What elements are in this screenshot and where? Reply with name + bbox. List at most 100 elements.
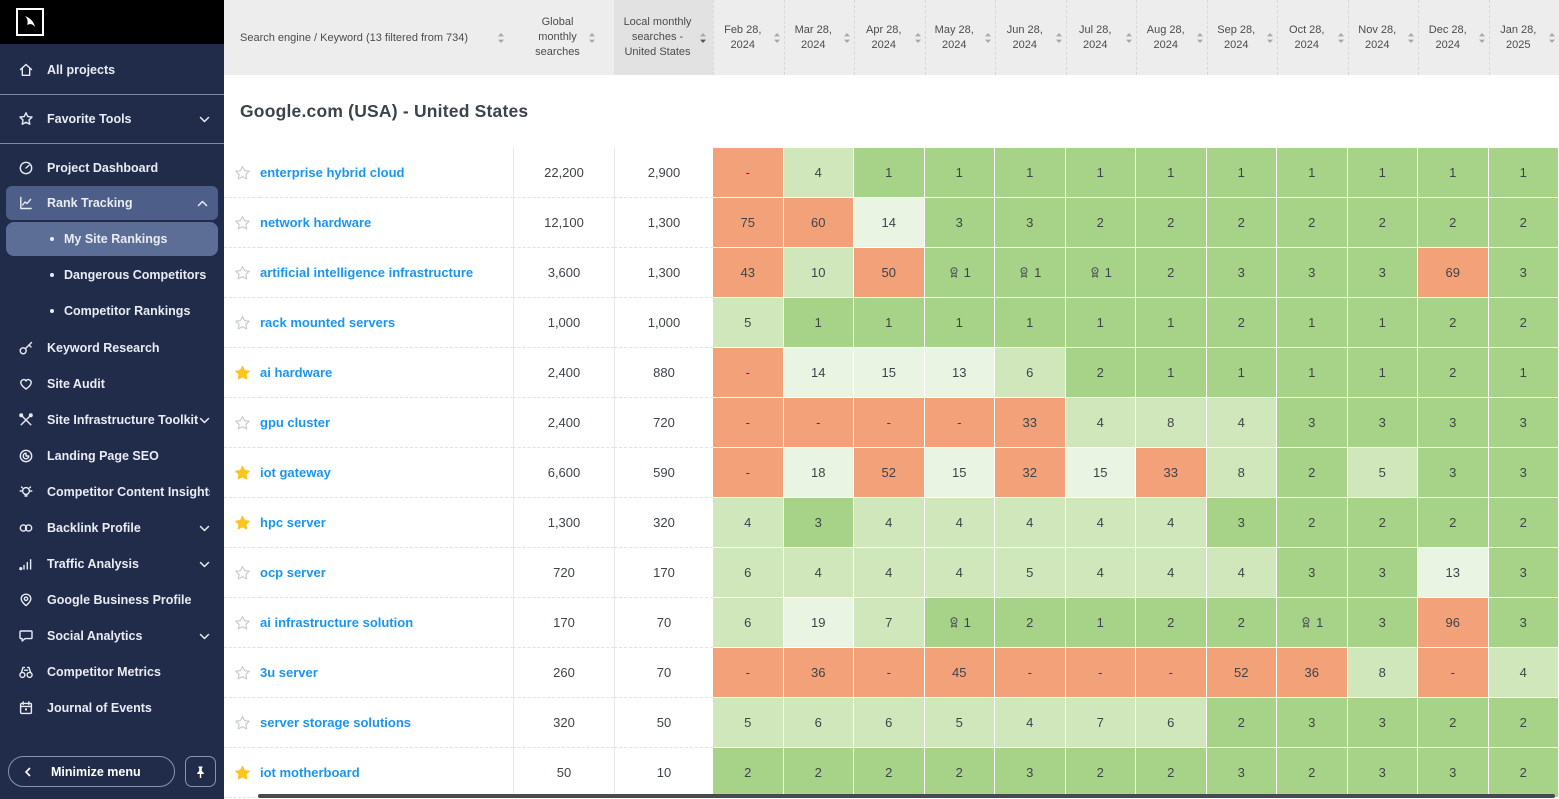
rank-cell[interactable]: 15 — [924, 448, 995, 498]
keyword-link[interactable]: ai hardware — [260, 348, 513, 398]
keyword-link[interactable]: rack mounted servers — [260, 298, 513, 348]
rank-cell[interactable]: 1 — [783, 298, 854, 348]
rank-cell[interactable]: 7 — [1065, 698, 1136, 748]
column-header-date-may-28-2024[interactable]: May 28, 2024 — [924, 0, 996, 75]
rank-cell[interactable]: 13 — [1418, 548, 1489, 598]
keyword-link[interactable]: enterprise hybrid cloud — [260, 148, 513, 198]
rank-cell[interactable]: 3 — [1347, 698, 1418, 748]
rank-cell[interactable]: 3 — [1418, 398, 1489, 448]
rank-cell[interactable]: 2 — [1136, 748, 1207, 798]
rank-cell[interactable]: 2 — [1206, 298, 1277, 348]
rank-cell[interactable]: 2 — [1347, 198, 1418, 248]
keyword-link[interactable]: 3u server — [260, 648, 513, 698]
sidebar-item-site-audit[interactable]: Site Audit — [0, 366, 224, 402]
column-header-local-searches[interactable]: Local monthly searches - United States — [614, 0, 713, 75]
rank-cell[interactable]: - — [713, 148, 784, 198]
rank-cell[interactable]: 8 — [1206, 448, 1277, 498]
rank-cell[interactable]: 2 — [1488, 298, 1559, 348]
rank-cell[interactable]: 2 — [1277, 748, 1348, 798]
rank-cell[interactable]: 4 — [924, 498, 995, 548]
rank-cell[interactable]: 2 — [1206, 198, 1277, 248]
rank-cell[interactable]: 33 — [1136, 448, 1207, 498]
rank-cell[interactable]: 3 — [1488, 448, 1559, 498]
rank-cell[interactable]: 2 — [1488, 198, 1559, 248]
keyword-link[interactable]: network hardware — [260, 198, 513, 248]
rank-cell[interactable]: 3 — [1488, 598, 1559, 648]
column-header-date-feb-28-2024[interactable]: Feb 28, 2024 — [713, 0, 784, 75]
rank-cell[interactable]: 8 — [1347, 648, 1418, 698]
favorite-star-icon[interactable] — [224, 548, 260, 598]
rank-cell[interactable]: 4 — [783, 548, 854, 598]
rank-cell[interactable]: 6 — [713, 548, 784, 598]
rank-cell[interactable]: - — [713, 448, 784, 498]
rank-cell[interactable]: 1 — [924, 598, 995, 648]
rank-cell[interactable]: 4 — [1065, 498, 1136, 548]
rank-cell[interactable]: 5 — [713, 298, 784, 348]
sidebar-item-competitor-metrics[interactable]: Competitor Metrics — [0, 654, 224, 690]
rank-cell[interactable]: 33 — [995, 398, 1066, 448]
rank-cell[interactable]: 4 — [854, 548, 925, 598]
rank-cell[interactable]: 1 — [1136, 148, 1207, 198]
rank-cell[interactable]: 1 — [854, 298, 925, 348]
favorite-star-icon[interactable] — [224, 748, 260, 798]
sidebar-item-traffic-analysis[interactable]: Traffic Analysis — [0, 546, 224, 582]
rank-cell[interactable]: - — [1136, 648, 1207, 698]
rank-cell[interactable]: 4 — [1065, 398, 1136, 448]
rank-cell[interactable]: 3 — [1418, 448, 1489, 498]
rank-cell[interactable]: 2 — [1206, 698, 1277, 748]
sidebar-item-rank-tracking[interactable]: Rank Tracking — [6, 186, 218, 220]
sidebar-item-journal-of-events[interactable]: Journal of Events — [0, 690, 224, 726]
rank-cell[interactable]: 3 — [1347, 248, 1418, 298]
rank-cell[interactable]: 4 — [1488, 648, 1559, 698]
keyword-link[interactable]: server storage solutions — [260, 698, 513, 748]
rank-cell[interactable]: - — [783, 398, 854, 448]
rank-cell[interactable]: 3 — [1277, 548, 1348, 598]
rank-cell[interactable]: 1 — [924, 148, 995, 198]
rank-cell[interactable]: 3 — [995, 198, 1066, 248]
rank-cell[interactable]: 4 — [1206, 398, 1277, 448]
rank-cell[interactable]: 3 — [1206, 498, 1277, 548]
rank-cell[interactable]: 13 — [924, 348, 995, 398]
keyword-link[interactable]: ai infrastructure solution — [260, 598, 513, 648]
rank-cell[interactable]: 2 — [783, 748, 854, 798]
favorite-star-icon[interactable] — [224, 448, 260, 498]
favorite-star-icon[interactable] — [224, 398, 260, 448]
rank-cell[interactable]: 15 — [854, 348, 925, 398]
column-header-date-dec-28-2024[interactable]: Dec 28, 2024 — [1418, 0, 1489, 75]
rank-cell[interactable]: 10 — [783, 248, 854, 298]
rank-cell[interactable]: 1 — [1206, 148, 1277, 198]
sidebar-item-social-analytics[interactable]: Social Analytics — [0, 618, 224, 654]
rank-cell[interactable]: 2 — [1136, 198, 1207, 248]
column-header-date-jul-28-2024[interactable]: Jul 28, 2024 — [1065, 0, 1137, 75]
column-header-date-sep-28-2024[interactable]: Sep 28, 2024 — [1206, 0, 1278, 75]
rank-cell[interactable]: 2 — [1065, 748, 1136, 798]
rank-cell[interactable]: 4 — [854, 498, 925, 548]
rank-cell[interactable]: 4 — [924, 548, 995, 598]
keyword-link[interactable]: hpc server — [260, 498, 513, 548]
rank-cell[interactable]: 1 — [1136, 348, 1207, 398]
rank-cell[interactable]: 2 — [1347, 498, 1418, 548]
rank-cell[interactable]: 1 — [1347, 148, 1418, 198]
column-header-date-oct-28-2024[interactable]: Oct 28, 2024 — [1277, 0, 1348, 75]
sidebar-item-google-business-profile[interactable]: Google Business Profile — [0, 582, 224, 618]
rank-cell[interactable]: 75 — [713, 198, 784, 248]
rank-cell[interactable]: 2 — [713, 748, 784, 798]
rank-cell[interactable]: 1 — [1065, 298, 1136, 348]
rank-cell[interactable]: 3 — [1347, 398, 1418, 448]
minimize-menu-button[interactable]: Minimize menu — [8, 756, 175, 787]
keyword-link[interactable]: iot gateway — [260, 448, 513, 498]
rank-cell[interactable]: - — [995, 648, 1066, 698]
rank-cell[interactable]: 1 — [1418, 148, 1489, 198]
rank-cell[interactable]: 2 — [924, 748, 995, 798]
rank-cell[interactable]: 1 — [995, 298, 1066, 348]
horizontal-scrollbar[interactable] — [258, 794, 1555, 798]
rank-cell[interactable]: 3 — [1418, 748, 1489, 798]
rank-cell[interactable]: 2 — [1065, 348, 1136, 398]
rank-cell[interactable]: 5 — [1347, 448, 1418, 498]
favorite-star-icon[interactable] — [224, 698, 260, 748]
rank-cell[interactable]: 1 — [924, 248, 995, 298]
rank-cell[interactable]: 4 — [995, 498, 1066, 548]
rank-cell[interactable]: 3 — [1347, 548, 1418, 598]
app-logo-icon[interactable] — [16, 8, 44, 36]
rank-cell[interactable]: 6 — [995, 348, 1066, 398]
